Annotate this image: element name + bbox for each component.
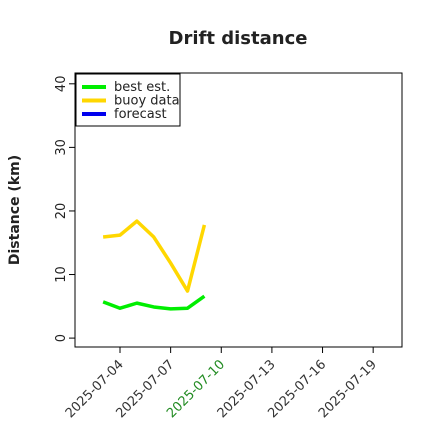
plot-frame — [74, 72, 403, 348]
data-line — [102, 219, 207, 293]
data-line — [102, 294, 206, 311]
chart-title: Drift distance — [169, 28, 308, 49]
y-tick-label: 40 — [54, 76, 69, 93]
y-tick-label: 20 — [54, 203, 69, 220]
y-tick-label: 0 — [54, 334, 69, 342]
legend-label: buoy data — [114, 94, 180, 109]
legend-label: forecast — [114, 107, 167, 122]
y-axis-label: Distance (km) — [7, 155, 23, 265]
y-tick-label: 10 — [54, 266, 69, 283]
y-tick-label: 30 — [54, 139, 69, 156]
legend-label: best est. — [114, 80, 170, 95]
